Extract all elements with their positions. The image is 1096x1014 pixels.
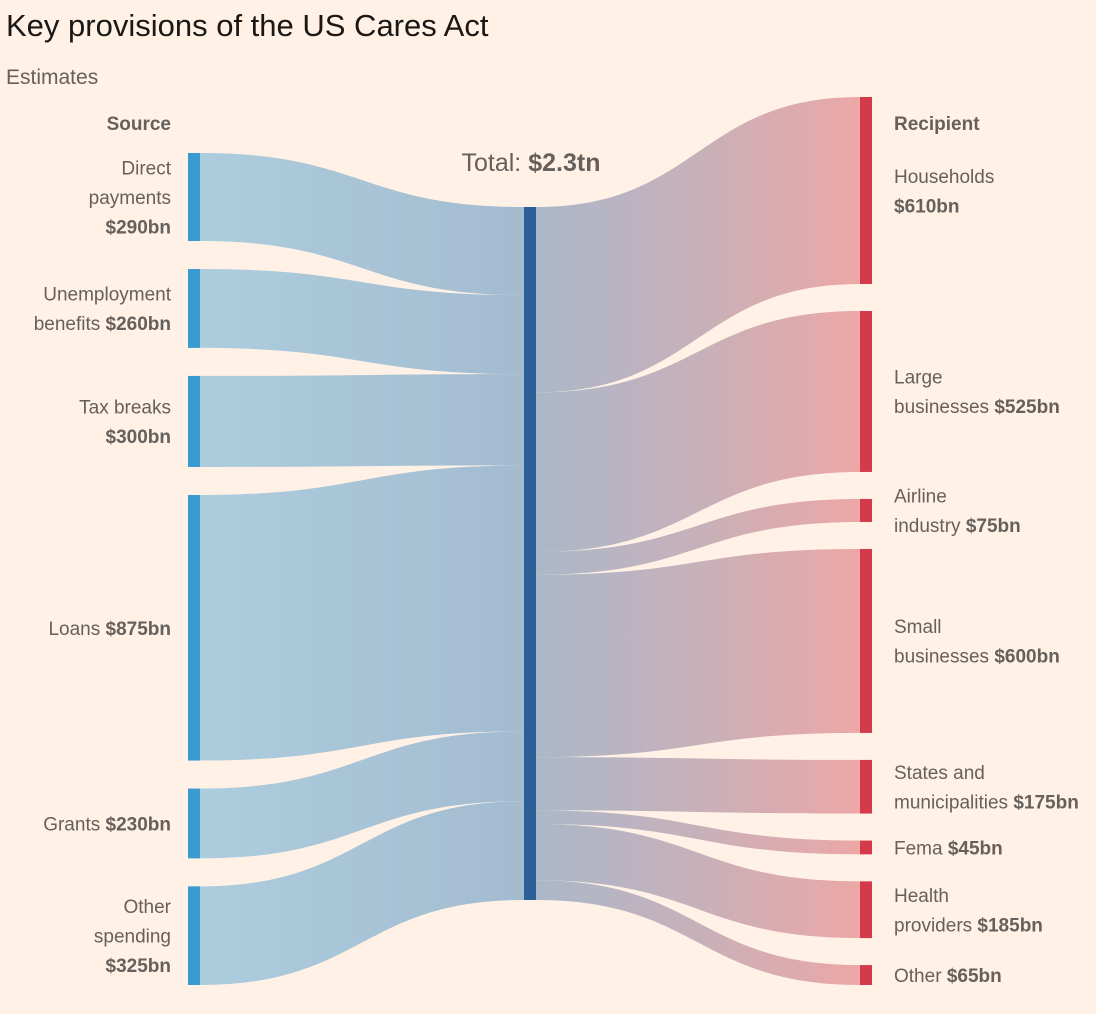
recipient-label-line: providers — [894, 915, 977, 936]
flow-fema — [536, 810, 860, 855]
source-header: Source — [107, 114, 171, 135]
recipient-label-line: Large — [894, 368, 943, 389]
recipient-label-line: $610bn — [894, 196, 959, 217]
flow-direct-payments — [200, 153, 524, 296]
chart-title: Key provisions of the US Cares Act — [6, 8, 489, 43]
source-label-line: Tax breaks — [79, 398, 171, 419]
flow-health-providers — [536, 824, 860, 939]
source-label-line: payments — [89, 188, 171, 209]
recipient-node-large-businesses — [860, 311, 872, 472]
source-node-loans — [188, 494, 200, 761]
total-value: $2.3tn — [528, 149, 600, 177]
recipient-label-households: Households $610bn — [894, 167, 994, 218]
flow-airline-industry — [536, 498, 860, 575]
flow-unemployment-benefits — [200, 269, 524, 375]
recipient-node-small-businesses — [860, 548, 872, 733]
source-node-unemployment-benefits — [188, 269, 200, 348]
recipient-label-states-and-municipalities: States and municipalities $175bn — [894, 763, 1079, 814]
source-label-line: $875bn — [106, 619, 171, 640]
recipient-label-line: Fema — [894, 838, 948, 859]
source-label-tax-breaks: Tax breaks $300bn — [79, 398, 171, 449]
source-label-line: $260bn — [106, 314, 171, 335]
source-label-line: $325bn — [106, 956, 171, 977]
recipient-label-line: Airline — [894, 487, 947, 508]
flow-small-businesses — [536, 548, 860, 758]
source-label-line: Unemployment — [43, 285, 171, 306]
source-label-direct-payments: Direct payments $290bn — [89, 159, 172, 239]
node-group — [188, 97, 872, 985]
flow-group — [200, 97, 860, 985]
flow-grants — [200, 731, 524, 859]
total-label-text: Total: — [462, 149, 522, 177]
source-label-line: Grants — [43, 814, 105, 835]
recipient-node-households — [860, 97, 872, 285]
recipient-node-health-providers — [860, 881, 872, 939]
flow-other-spending — [200, 801, 524, 985]
source-label-line: $230bn — [106, 814, 171, 835]
recipient-label-line: Small — [894, 617, 942, 638]
recipient-label-line: Other — [894, 966, 947, 987]
recipient-label-large-businesses: Large businesses $525bn — [894, 368, 1060, 419]
recipient-label-line: industry — [894, 516, 966, 537]
recipient-node-other — [860, 965, 872, 985]
recipient-label-fema: Fema $45bn — [894, 838, 1003, 859]
source-node-direct-payments — [188, 153, 200, 242]
recipient-header: Recipient — [894, 114, 980, 135]
recipient-label-line: $525bn — [994, 397, 1059, 418]
recipient-label-line: Health — [894, 886, 949, 907]
recipient-label-other: Other $65bn — [894, 966, 1002, 987]
recipient-node-airline-industry — [860, 498, 872, 522]
recipient-node-fema — [860, 840, 872, 855]
total-hub-node — [524, 207, 536, 900]
source-label-line: benefits — [34, 314, 106, 335]
recipient-label-line: $185bn — [977, 915, 1042, 936]
flow-households — [536, 97, 860, 393]
flow-tax-breaks — [200, 374, 524, 467]
recipient-label-line: $75bn — [966, 516, 1021, 537]
source-label-other-spending: Other spending $325bn — [94, 897, 172, 977]
recipient-label-line: $65bn — [947, 966, 1002, 987]
source-label-line: Loans — [48, 619, 105, 640]
recipient-label-small-businesses: Small businesses $600bn — [894, 617, 1060, 668]
flow-loans — [200, 465, 524, 761]
source-label-line: $290bn — [106, 218, 171, 239]
flow-other — [536, 880, 860, 985]
flow-states-and-municipalities — [536, 757, 860, 814]
source-label-line: Direct — [121, 159, 171, 180]
source-node-tax-breaks — [188, 375, 200, 467]
source-node-grants — [188, 788, 200, 859]
recipient-node-states-and-municipalities — [860, 759, 872, 814]
recipient-label-line: businesses — [894, 647, 994, 668]
label-group: Direct payments $290bn Unemployment benefits… — [34, 159, 1079, 988]
recipient-label-line: $45bn — [948, 838, 1003, 859]
recipient-label-line: Households — [894, 167, 994, 188]
recipient-label-airline-industry: Airline industry $75bn — [894, 487, 1021, 538]
recipient-label-health-providers: Health providers $185bn — [894, 886, 1043, 937]
recipient-label-line: $175bn — [1013, 792, 1078, 813]
source-label-line: Other — [123, 897, 171, 918]
flow-large-businesses — [536, 311, 860, 552]
source-label-unemployment-benefits: Unemployment benefits $260bn — [34, 285, 172, 336]
total-label: Total: $2.3tn — [462, 149, 601, 177]
source-node-other-spending — [188, 886, 200, 985]
source-label-loans: Loans $875bn — [48, 619, 171, 640]
chart-subtitle: Estimates — [6, 66, 98, 89]
source-label-grants: Grants $230bn — [43, 814, 171, 835]
recipient-label-line: businesses — [894, 397, 994, 418]
recipient-label-line: municipalities — [894, 792, 1013, 813]
source-label-line: $300bn — [106, 427, 171, 448]
source-label-line: spending — [94, 927, 171, 948]
recipient-label-line: $600bn — [994, 647, 1059, 668]
recipient-label-line: States and — [894, 763, 985, 784]
